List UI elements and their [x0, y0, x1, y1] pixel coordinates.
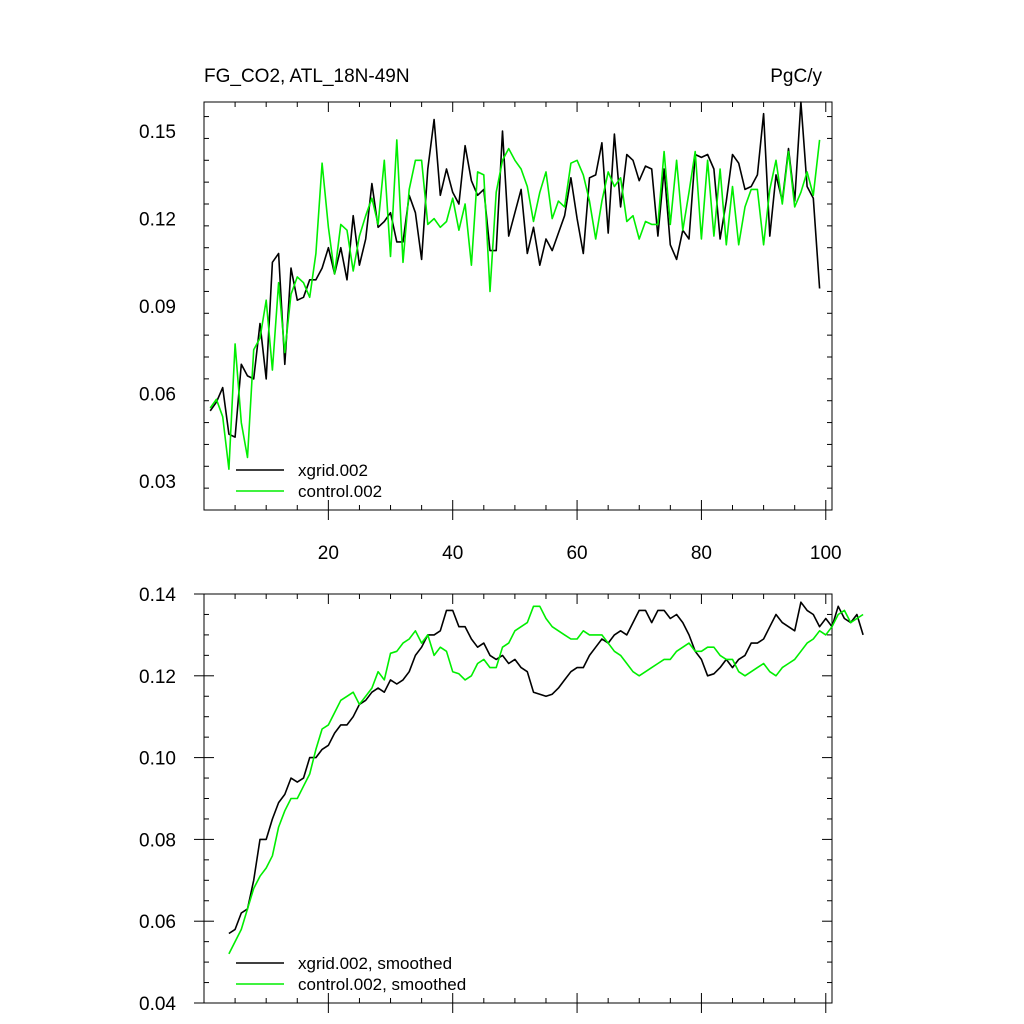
x-tick-label: 80	[691, 543, 712, 564]
legend-label: control.002	[298, 482, 382, 501]
series-line-xgrid	[228, 601, 864, 935]
legend-label: xgrid.002	[298, 461, 368, 480]
chart-title: FG_CO2, ATL_18N-49N	[204, 66, 410, 87]
x-tick-label: 40	[442, 543, 463, 564]
plot-frame	[203, 593, 833, 1004]
y-tick-label: 0.15	[139, 122, 176, 143]
bottom-panel: 0.04 0.06 0.08 0.10 0.12 0.14 xgrid.002, smoot…	[139, 585, 864, 1015]
y-tick-label: 0.14	[139, 585, 176, 606]
series-line-control	[228, 605, 864, 955]
series-line-xgrid	[209, 101, 821, 438]
units-label: PgC/y	[770, 66, 822, 87]
y-tick-label: 0.09	[139, 297, 176, 318]
legend-label: control.002, smoothed	[298, 975, 466, 994]
legend-label: xgrid.002, smoothed	[298, 954, 452, 973]
series-line-control	[209, 139, 821, 471]
y-tick-label: 0.03	[139, 472, 176, 493]
top-panel: 20 40 60 80 100 0.03 0.06 0.09 0.12 0.15 xgrid.002…	[139, 101, 842, 564]
x-tick-label: 20	[318, 543, 339, 564]
y-tick-label: 0.04	[139, 994, 176, 1015]
y-tick-label: 0.06	[139, 384, 176, 405]
plot-frame	[203, 101, 833, 511]
y-tick-label: 0.08	[139, 830, 176, 851]
y-tick-label: 0.10	[139, 749, 176, 770]
x-tick-label: 60	[566, 543, 587, 564]
y-tick-label: 0.12	[139, 667, 176, 688]
x-tick-label: 100	[810, 543, 842, 564]
y-tick-label: 0.12	[139, 210, 176, 231]
y-tick-label: 0.06	[139, 912, 176, 933]
